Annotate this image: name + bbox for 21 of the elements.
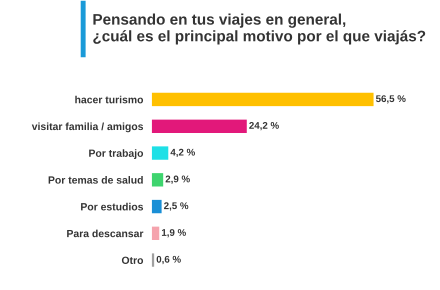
- bar: [152, 146, 168, 160]
- y-tick-label: Por trabajo: [89, 149, 144, 159]
- data-label: 56,5 %: [376, 95, 406, 104]
- data-label: 0,6 %: [156, 256, 181, 264]
- y-tick-label: Por estudios: [81, 202, 144, 210]
- data-label: 1,9 %: [162, 229, 186, 238]
- data-label: 24,2 %: [249, 122, 279, 130]
- data-label: 4,2 %: [170, 148, 195, 158]
- bar: [152, 120, 247, 133]
- data-label: 2,9 %: [166, 176, 190, 184]
- bar: [152, 173, 164, 186]
- y-tick-label: Para descansar: [67, 230, 144, 238]
- y-tick-label: visitar familia / amigos: [32, 122, 144, 132]
- y-tick-label: Por temas de salud: [48, 176, 143, 184]
- bar: [152, 226, 160, 240]
- bar: [152, 200, 162, 214]
- data-label: 2,5 %: [164, 202, 188, 211]
- y-tick-label: Otro: [122, 256, 144, 264]
- bar: [152, 92, 374, 106]
- chart-title: Pensando en tus viajes en general, ¿cuál es el principal motivo por el que viajás?: [93, 14, 426, 44]
- y-tick-label: hacer turismo: [75, 96, 144, 104]
